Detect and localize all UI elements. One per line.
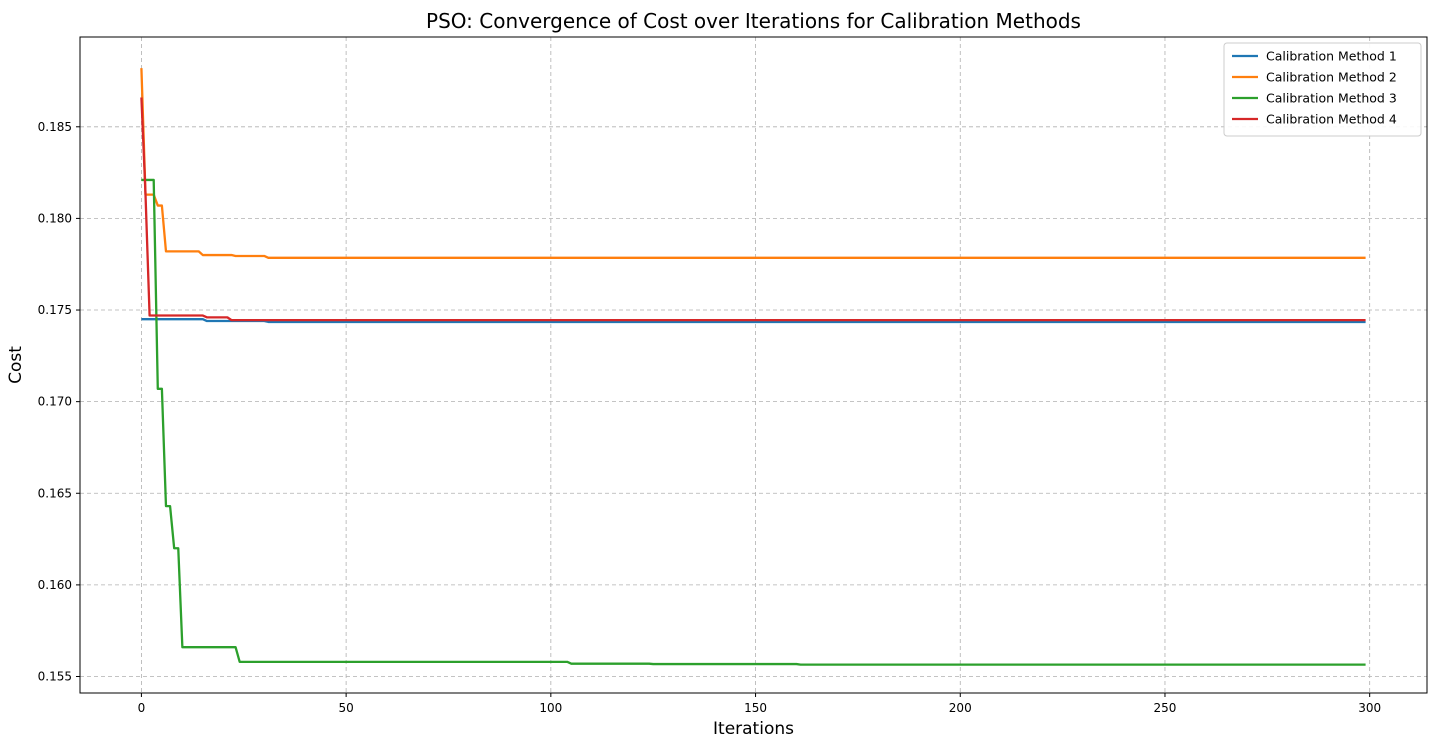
y-tick-label: 0.180 <box>38 211 72 225</box>
legend: Calibration Method 1 Calibration Method 2… <box>1223 42 1422 137</box>
plot-frame <box>79 36 1428 694</box>
y-tick-label: 0.155 <box>38 670 72 684</box>
x-tick-label: 200 <box>949 701 972 715</box>
y-axis-title: Cost <box>6 346 26 384</box>
legend-label-2: Calibration Method 2 <box>1266 70 1397 85</box>
x-tick-label: 0 <box>138 701 146 715</box>
x-tick-label: 150 <box>744 701 767 715</box>
x-axis-title: Iterations <box>713 719 794 739</box>
series-line-4 <box>140 97 1366 322</box>
y-tick-label: 0.160 <box>38 578 72 592</box>
y-tick-label: 0.175 <box>38 303 72 317</box>
y-tick-label: 0.170 <box>38 395 72 409</box>
x-tick-label: 50 <box>338 701 353 715</box>
x-tick-label: 100 <box>539 701 562 715</box>
axis-ticks: 0 50 100 150 200 250 300 0.155 0.160 0.165 0.170 0.… <box>38 120 1381 715</box>
legend-box <box>1223 42 1422 137</box>
y-tick-label: 0.185 <box>38 120 72 134</box>
x-tick-label: 300 <box>1358 701 1381 715</box>
grid-lines <box>80 37 1427 693</box>
chart-title: PSO: Convergence of Cost over Iterations… <box>426 9 1081 33</box>
series-line-3 <box>141 178 1366 666</box>
y-tick-label: 0.165 <box>38 486 72 500</box>
legend-label-3: Calibration Method 3 <box>1266 91 1397 106</box>
legend-label-1: Calibration Method 1 <box>1266 49 1397 64</box>
series-lines <box>140 68 1366 666</box>
x-tick-label: 250 <box>1154 701 1177 715</box>
legend-label-4: Calibration Method 4 <box>1266 112 1397 127</box>
